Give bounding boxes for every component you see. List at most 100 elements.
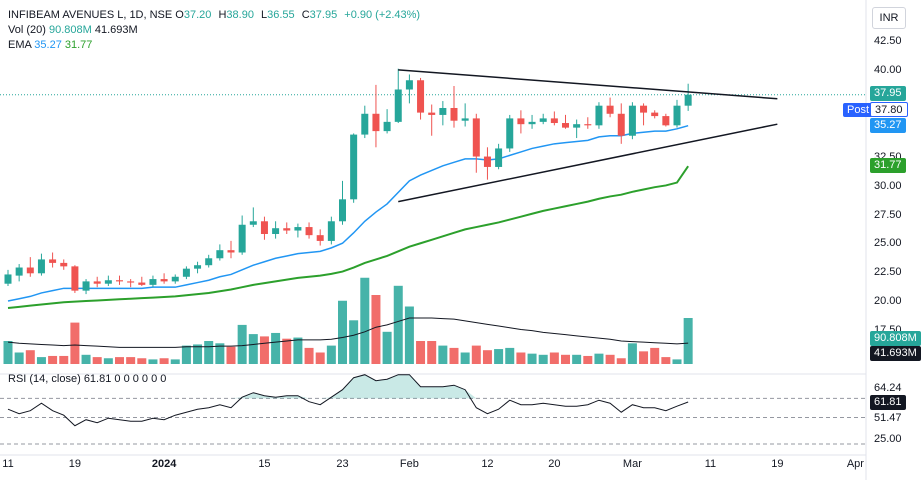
volume-bar — [438, 345, 448, 364]
candle-body — [149, 279, 157, 285]
volume-bar — [404, 306, 414, 364]
volume-bar — [516, 352, 526, 364]
post-price-tag: 37.80 — [870, 102, 908, 117]
candle-body — [428, 112, 436, 115]
volume-bar — [215, 343, 225, 364]
volume-bar — [449, 347, 459, 364]
volume-bar — [572, 354, 582, 364]
candle-body — [116, 280, 123, 282]
candle-body — [461, 118, 469, 121]
candle-body — [472, 118, 480, 157]
price-axis-label: 22.50 — [874, 266, 902, 279]
volume-bar — [204, 341, 214, 364]
candle-body — [339, 199, 346, 222]
volume-bar — [181, 345, 191, 364]
ema-slow-tag: 31.77 — [870, 158, 906, 173]
candle-body — [528, 121, 536, 125]
volume-bar — [538, 354, 548, 364]
volume-bar — [25, 350, 35, 364]
volume-bar — [237, 324, 247, 364]
time-axis-label: 11 — [2, 458, 14, 470]
candle-body — [450, 107, 458, 121]
price-axis-label: 42.50 — [874, 35, 902, 48]
candle-body — [417, 80, 425, 113]
volume-bar — [505, 347, 515, 364]
volume-bar — [460, 352, 470, 364]
price-axis-label: 40.00 — [874, 64, 902, 76]
currency-selector[interactable]: INR — [872, 7, 906, 29]
high-value: 38.90 — [226, 9, 254, 21]
volume-bar — [326, 345, 336, 364]
volume-bar — [137, 358, 147, 364]
price-axis-label: 27.50 — [874, 208, 902, 221]
volume-bar — [81, 354, 91, 364]
ohlc-legend: INFIBEAM AVENUES L, 1D, NSE O37.20 H38.9… — [8, 9, 421, 21]
volume-ma-line — [7, 317, 689, 348]
volume-bar — [683, 318, 693, 364]
rsi-lower-label: 51.47 — [874, 412, 902, 424]
candle-body — [127, 281, 135, 283]
time-axis-label: 15 — [258, 458, 271, 470]
candle-body — [684, 94, 692, 106]
candle-body — [606, 105, 614, 114]
symbol-title: INFIBEAM AVENUES L, 1D, NSE — [8, 9, 173, 21]
candle-body — [305, 227, 313, 236]
change-value: +0.90 (+2.43%) — [344, 9, 421, 21]
candle-body — [82, 281, 90, 291]
time-axis-label: 12 — [481, 458, 494, 470]
candle-body — [327, 221, 335, 241]
candle-body — [628, 105, 636, 136]
candle-body — [182, 268, 190, 277]
candle-body — [283, 228, 291, 231]
price-axis-label: 30.00 — [874, 179, 902, 192]
candle-body — [238, 224, 246, 253]
volume-bar — [59, 355, 69, 364]
volume-legend: Vol (20) 90.808M 41.693M — [8, 24, 138, 36]
volume-bar — [427, 341, 437, 364]
triangle-trendline — [398, 123, 778, 203]
candle-body — [71, 266, 79, 291]
candle-body — [249, 221, 257, 225]
volume-bar — [382, 331, 392, 364]
rsi-value: 61.81 0 0 0 0 0 0 — [83, 373, 167, 385]
candle-body — [506, 118, 514, 149]
candle-body — [160, 279, 168, 282]
ema-fast-value: 35.27 — [34, 39, 62, 51]
time-axis-label: 23 — [336, 458, 349, 470]
price-axis-label: 20.00 — [874, 295, 902, 308]
open-value: 37.20 — [183, 9, 212, 21]
candle-body — [640, 105, 648, 113]
close-value: 37.95 — [309, 9, 338, 21]
time-axis-label: 2024 — [151, 458, 177, 470]
volume-ma-tag: 41.693M — [870, 346, 921, 361]
volume-bar — [248, 334, 258, 364]
volume-bar — [48, 355, 58, 364]
volume-bar — [148, 359, 158, 364]
triangle-trendline — [398, 69, 778, 100]
candle-body — [372, 113, 380, 132]
volume-bar — [661, 357, 671, 364]
candle-body — [104, 280, 112, 284]
candle-body — [93, 281, 101, 284]
volume-bar — [549, 352, 559, 364]
volume-bar — [583, 355, 593, 364]
candle-body — [439, 107, 447, 115]
price-axis-label: 25.00 — [874, 237, 902, 250]
candle-body — [272, 228, 280, 234]
volume-bar — [282, 338, 292, 364]
time-axis-label: 20 — [548, 458, 561, 470]
volume-bar — [393, 285, 403, 364]
candle-body — [216, 250, 224, 259]
candle-body — [573, 124, 581, 128]
candle-body — [260, 221, 268, 234]
candle-body — [294, 227, 302, 231]
candle-body — [517, 118, 525, 125]
time-axis-label: 19 — [68, 458, 82, 470]
volume-bar — [605, 354, 615, 364]
rsi-upper-label: 64.24 — [874, 382, 902, 394]
candle-body — [4, 274, 12, 284]
candle-body — [651, 112, 659, 117]
ema-slow-line — [7, 165, 689, 309]
candle-body — [562, 123, 569, 128]
